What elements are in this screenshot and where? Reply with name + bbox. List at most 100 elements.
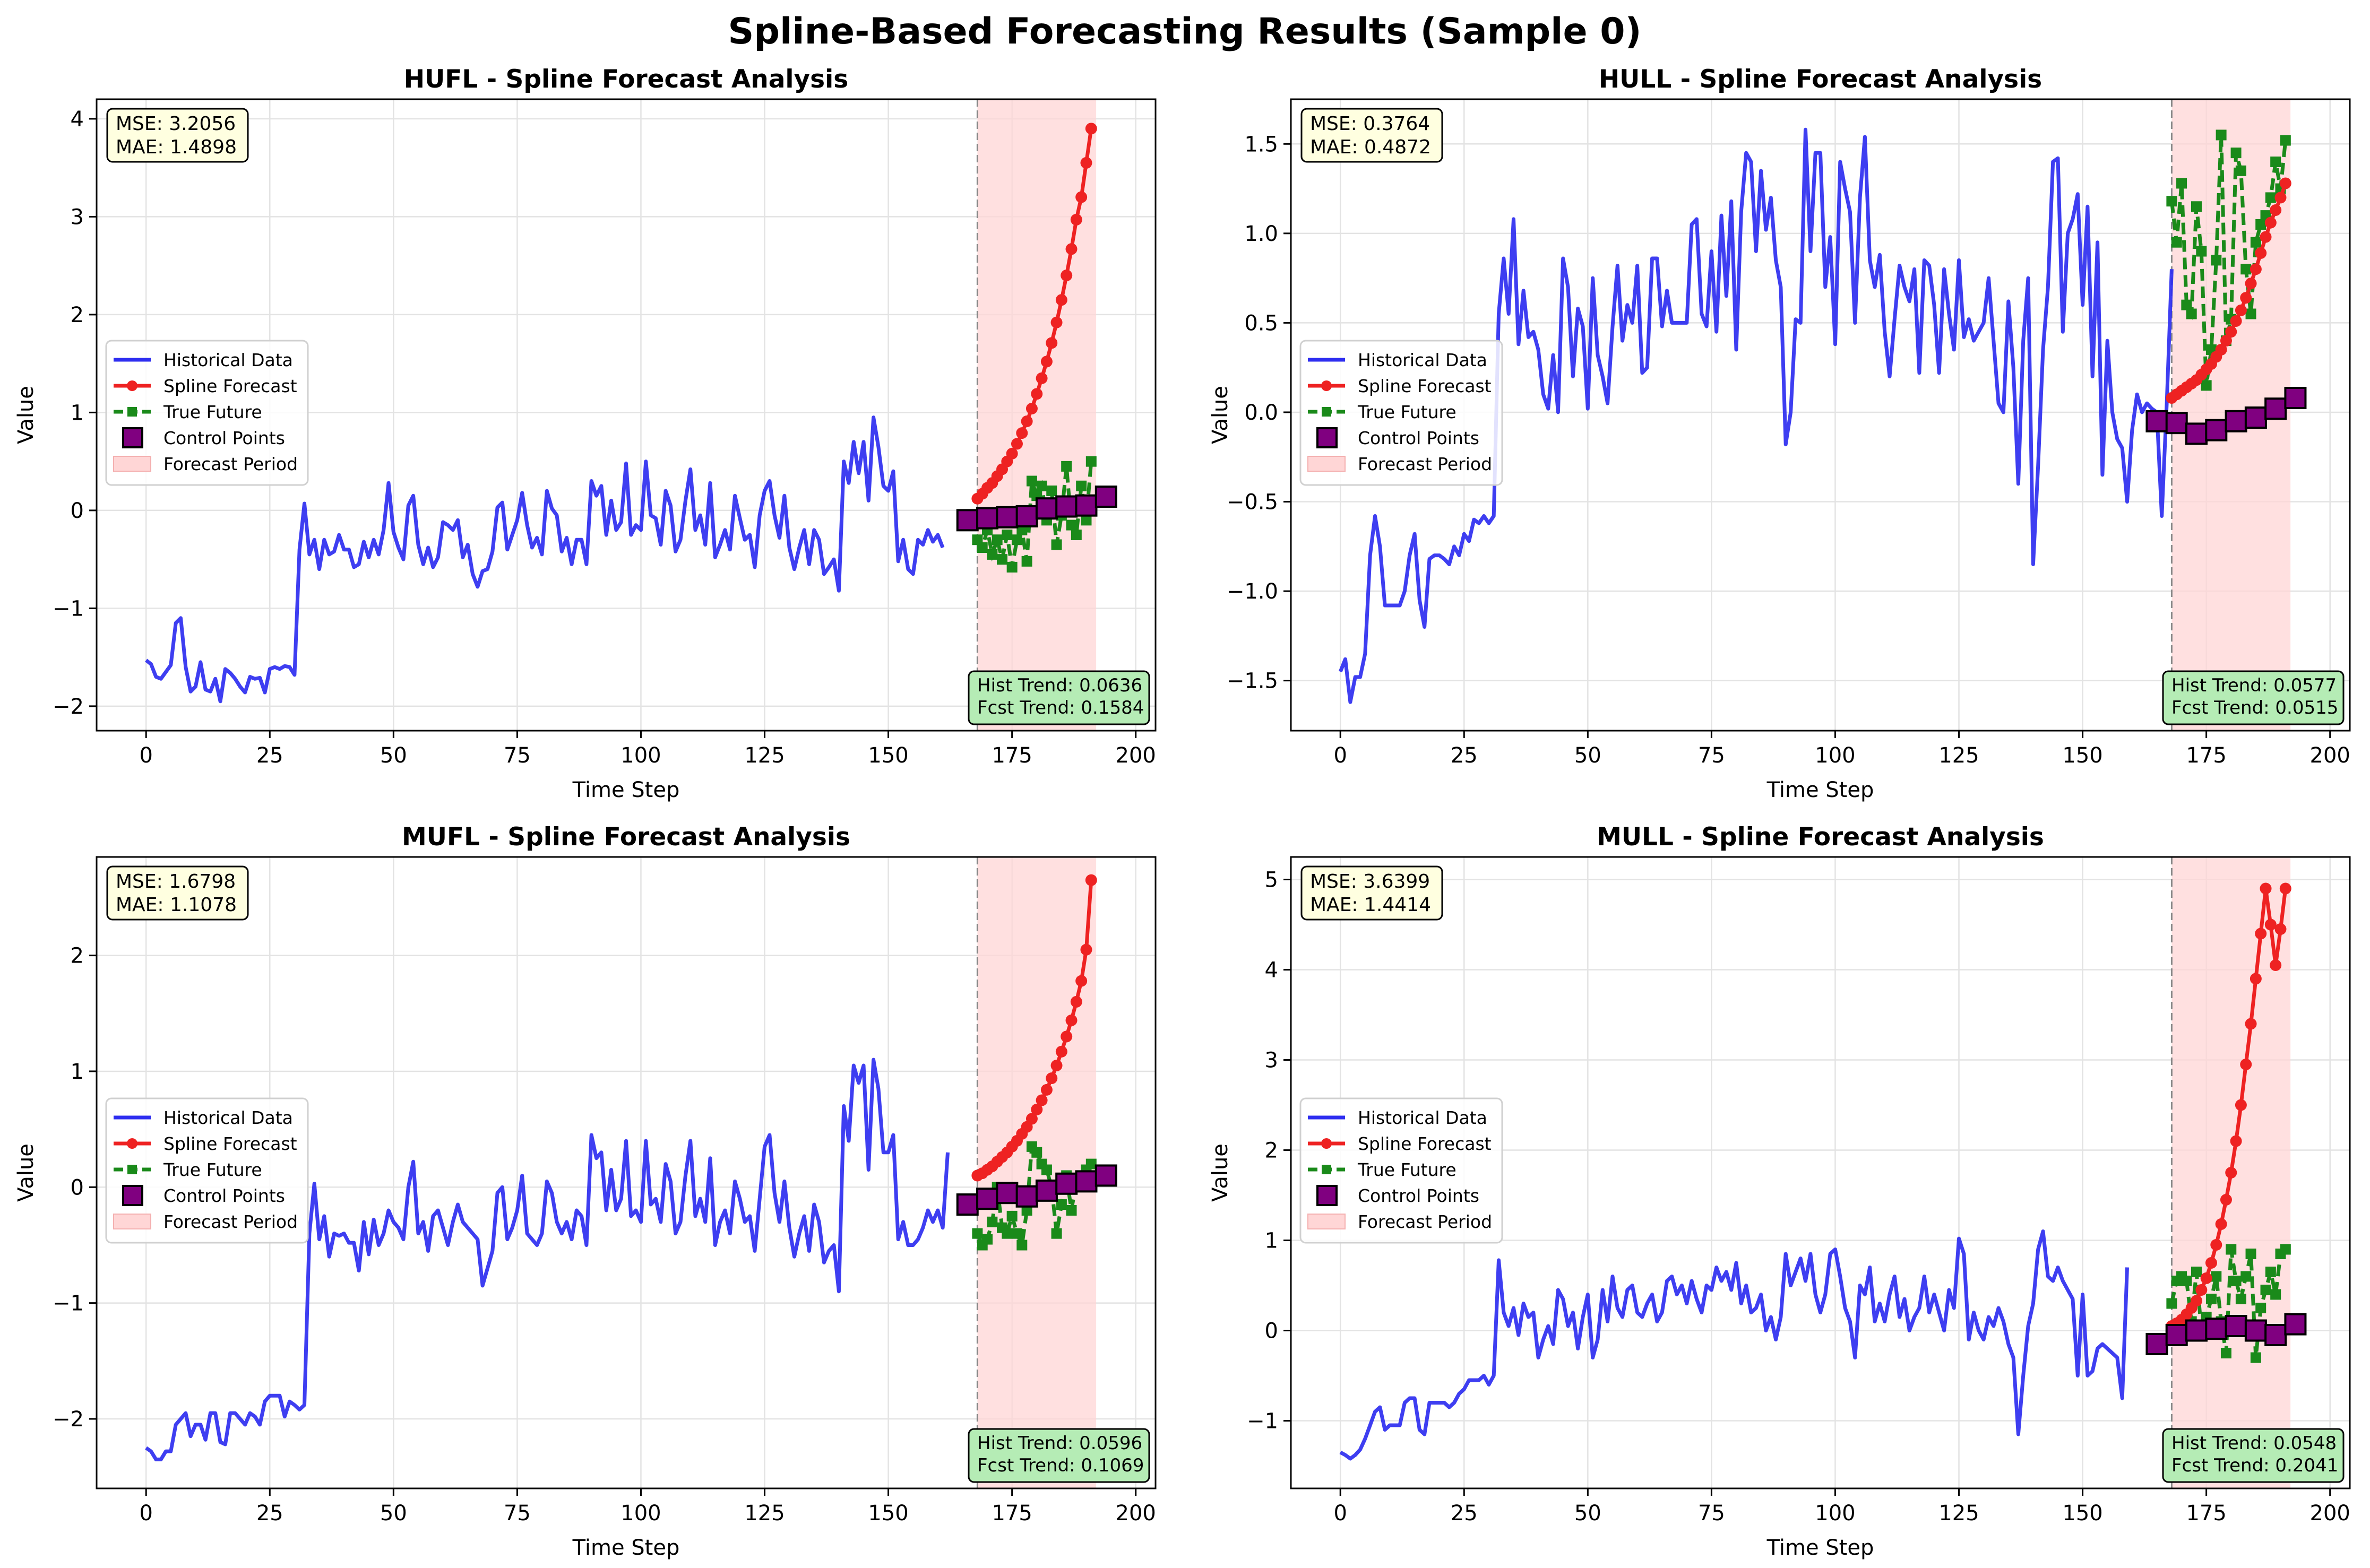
true-future-point: [987, 549, 998, 560]
control-point: [2145, 410, 2168, 432]
spline-forecast-point: [1070, 995, 1082, 1008]
true-future-point: [1006, 1210, 1018, 1222]
legend-label: Control Points: [163, 1185, 285, 1206]
y-tick-label: 1.0: [1244, 222, 1278, 246]
legend: Historical Data Spline Forecast True Futur…: [1299, 340, 1503, 486]
legend-label: Spline Forecast: [1358, 376, 1492, 396]
legend-label: Control Points: [163, 428, 285, 448]
trend-text: Hist Trend: 0.0577: [2171, 675, 2337, 696]
x-tick-label: 175: [992, 1501, 1032, 1526]
x-tick-label: 150: [2062, 743, 2102, 768]
true-future-point: [2255, 219, 2266, 230]
metrics-text: MAE: 0.4872: [1310, 136, 1431, 158]
true-future-point: [2176, 178, 2187, 189]
control-point: [1035, 1179, 1058, 1202]
control-point: [996, 1182, 1019, 1205]
y-tick-label: −1: [53, 596, 84, 621]
y-tick-label: −1: [1247, 1409, 1278, 1434]
true-future-point: [1066, 1205, 1077, 1216]
true-future-point: [1002, 530, 1013, 541]
true-future-point: [2250, 237, 2261, 248]
true-future-point: [2270, 156, 2281, 167]
true-future-point: [1036, 480, 1047, 491]
x-tick-label: 150: [868, 743, 908, 768]
control-point: [2185, 1319, 2208, 1342]
control-point: [956, 1193, 979, 1216]
control-point: [1094, 1164, 1117, 1187]
plot-area: [145, 874, 1117, 1461]
legend-control-marker: [122, 427, 143, 448]
historical-data-line: [145, 415, 945, 704]
control-point: [2145, 1333, 2168, 1355]
true-future-point: [2211, 1271, 2222, 1282]
legend-label: Spline Forecast: [1358, 1133, 1492, 1154]
legend-spline-marker: [1321, 1138, 1332, 1149]
legend-label: Historical Data: [163, 1107, 293, 1128]
spline-forecast-point: [1055, 294, 1067, 306]
spline-forecast-point: [1055, 1045, 1067, 1058]
spline-forecast-point: [2225, 326, 2237, 338]
subplot-hufl: 0 25 50 75 100 125 150 175 200 −2 −1 0 1 2 3 4 HUFL - Sp…: [14, 65, 1157, 802]
control-point: [2244, 1319, 2267, 1342]
axes-frame: [1290, 98, 2351, 732]
spline-forecast-point: [1025, 403, 1038, 415]
historical-data-line: [1338, 127, 2174, 704]
x-axis-label: Time Step: [572, 778, 680, 802]
x-tick-label: 100: [620, 1501, 661, 1526]
plot-area: [145, 123, 1117, 704]
trend-box-background: [2162, 670, 2345, 725]
legend-label: Control Points: [1358, 1185, 1479, 1206]
legend-frame: [105, 340, 309, 486]
x-tick-label: 0: [139, 743, 152, 768]
control-point: [2205, 419, 2228, 441]
true-future-point: [2191, 1267, 2202, 1277]
true-future-point: [997, 554, 1008, 565]
spline-forecast-point: [1075, 975, 1088, 987]
true-future-point: [1041, 1164, 1052, 1175]
true-future-point: [1002, 1228, 1013, 1239]
spline-forecast-point: [1046, 1072, 1058, 1085]
true-future-point: [2186, 308, 2197, 319]
true-future-point: [2245, 1249, 2256, 1259]
true-future-point: [2280, 1244, 2291, 1255]
true-future-point: [2240, 264, 2252, 275]
x-tick-label: 25: [256, 1501, 283, 1526]
metrics-text: MSE: 0.3764: [1310, 113, 1430, 135]
y-tick-label: 3: [71, 205, 84, 229]
control-point: [996, 506, 1019, 529]
subplot-hull: 0 25 50 75 100 125 150 175 200 −1.5 −1.0 −0.5 0.0 0.5…: [1208, 65, 2351, 802]
control-point: [1075, 494, 1098, 517]
trend-text: Fcst Trend: 0.1584: [977, 697, 1144, 718]
y-tick-label: 1: [1265, 1229, 1278, 1253]
metrics-box-background: [1300, 108, 1443, 163]
true-future-point: [2171, 237, 2182, 248]
legend-true-marker: [127, 1165, 137, 1174]
x-tick-label: 75: [504, 743, 531, 768]
y-tick-label: 0: [71, 1175, 84, 1200]
x-tick-label: 50: [1574, 743, 1601, 768]
spline-forecast-point: [2260, 231, 2272, 243]
y-axis-label: Value: [1208, 1143, 1233, 1202]
x-tick-label: 125: [744, 743, 785, 768]
x-tick-label: 0: [1333, 743, 1347, 768]
control-point: [1015, 1185, 1038, 1208]
true-future-point: [2226, 1244, 2237, 1255]
control-point: [2205, 1318, 2228, 1340]
x-tick-label: 150: [868, 1501, 908, 1526]
spline-forecast-point: [1025, 1113, 1038, 1125]
axes-frame: [1290, 856, 2351, 1489]
y-axis-label: Value: [1208, 386, 1233, 444]
metrics-text: MAE: 1.1078: [116, 894, 237, 916]
y-tick-label: −1.0: [1227, 579, 1278, 604]
true-future-point: [2230, 148, 2242, 159]
true-future-point: [1085, 1158, 1097, 1169]
control-point: [2185, 422, 2208, 445]
y-tick-label: 2: [71, 944, 84, 968]
legend: Historical Data Spline Forecast True Futur…: [105, 1097, 309, 1244]
control-point: [2264, 1324, 2287, 1346]
legend-true-marker: [1322, 407, 1331, 417]
